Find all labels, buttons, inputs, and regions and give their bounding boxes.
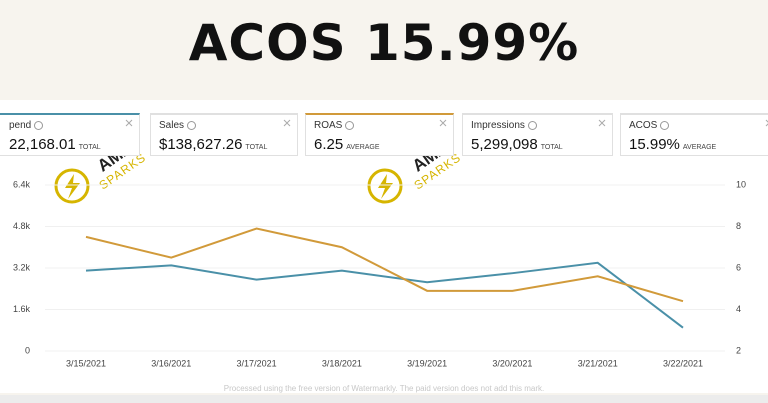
- y-tick-label: 1.6k: [13, 304, 31, 314]
- x-tick-label: 3/22/2021: [663, 358, 703, 368]
- info-icon: [660, 120, 670, 130]
- card-value: 6.25 AVERAGE: [314, 136, 380, 153]
- banner-title: ACOS 15.99%: [188, 14, 580, 72]
- x-tick-label: 3/17/2021: [237, 358, 277, 368]
- watermark-note: Processed using the free version of Wate…: [223, 384, 545, 393]
- close-icon[interactable]: [439, 119, 447, 127]
- card-value: 22,168.01 TOTAL: [9, 136, 101, 153]
- info-icon: [527, 120, 537, 130]
- info-icon: [34, 120, 44, 130]
- card-label: ROAS: [314, 120, 355, 131]
- close-icon[interactable]: [125, 119, 133, 127]
- series-line: [85, 227, 684, 303]
- watermark-logo: [54, 168, 403, 204]
- card-value: 15.99% AVERAGE: [629, 136, 716, 153]
- card-label-text: pend: [9, 120, 32, 131]
- x-tick-label: 3/16/2021: [151, 358, 191, 368]
- card-label: Impressions: [471, 120, 537, 131]
- series-line: [85, 261, 684, 329]
- card-label-text: ROAS: [314, 120, 343, 131]
- metric-card: ROAS 6.25 AVERAGE: [305, 113, 454, 156]
- close-icon[interactable]: [765, 119, 768, 127]
- card-value-text: 22,168.01: [9, 136, 76, 153]
- card-value-text: 5,299,098: [471, 136, 538, 153]
- y-tick-label: 0: [25, 345, 30, 355]
- card-label-text: Sales: [159, 120, 185, 131]
- metric-card: ACOS 15.99% AVERAGE: [620, 113, 768, 156]
- card-unit: AVERAGE: [682, 144, 717, 151]
- info-icon: [187, 120, 197, 130]
- card-value-text: 6.25: [314, 136, 344, 153]
- metric-card: Impressions 5,299,098 TOTAL: [462, 113, 613, 156]
- y2-tick-label: 8: [736, 221, 741, 231]
- close-icon[interactable]: [283, 119, 291, 127]
- x-tick-label: 3/20/2021: [492, 358, 532, 368]
- card-label-text: Impressions: [471, 120, 525, 131]
- card-unit: TOTAL: [78, 144, 101, 151]
- x-tick-label: 3/19/2021: [407, 358, 447, 368]
- x-tick-label: 3/21/2021: [578, 358, 618, 368]
- y2-tick-label: 10: [736, 179, 746, 189]
- card-value: $138,627.26 TOTAL: [159, 136, 267, 153]
- metric-card: pend 22,168.01 TOTAL: [0, 113, 140, 156]
- y-tick-label: 6.4k: [13, 179, 31, 189]
- card-label: ACOS: [629, 120, 670, 131]
- y-tick-label: 3.2k: [13, 262, 31, 272]
- card-unit: TOTAL: [245, 144, 268, 151]
- y2-tick-label: 6: [736, 262, 741, 272]
- y2-tick-label: 2: [736, 345, 741, 355]
- info-icon: [345, 120, 355, 130]
- x-tick-label: 3/15/2021: [66, 358, 106, 368]
- card-value-text: $138,627.26: [159, 136, 243, 153]
- card-label: Sales: [159, 120, 197, 131]
- card-label: pend: [9, 120, 44, 131]
- bottom-strip: [0, 395, 768, 403]
- card-value: 5,299,098 TOTAL: [471, 136, 563, 153]
- card-label-text: ACOS: [629, 120, 658, 131]
- y-tick-label: 4.8k: [13, 221, 31, 231]
- card-value-text: 15.99%: [629, 136, 680, 153]
- x-tick-label: 3/18/2021: [322, 358, 362, 368]
- y2-tick-label: 4: [736, 304, 741, 314]
- close-icon[interactable]: [598, 119, 606, 127]
- card-unit: AVERAGE: [346, 144, 380, 151]
- metric-card: Sales $138,627.26 TOTAL: [150, 113, 298, 156]
- card-unit: TOTAL: [540, 144, 563, 151]
